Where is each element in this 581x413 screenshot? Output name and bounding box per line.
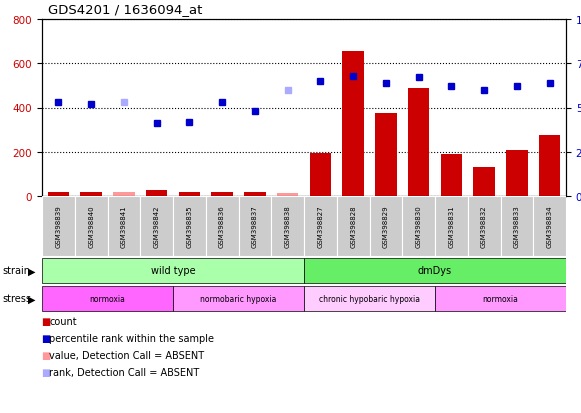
Bar bbox=[42, 197, 75, 256]
Text: GDS4201 / 1636094_at: GDS4201 / 1636094_at bbox=[48, 3, 202, 16]
Bar bbox=[370, 197, 402, 256]
Bar bbox=[402, 197, 435, 256]
Text: ■: ■ bbox=[41, 350, 50, 360]
Bar bbox=[468, 197, 500, 256]
Bar bbox=[441, 154, 462, 197]
Bar bbox=[474, 168, 495, 197]
Text: GSM398834: GSM398834 bbox=[547, 205, 553, 248]
Bar bbox=[337, 197, 370, 256]
Text: GSM398832: GSM398832 bbox=[481, 205, 487, 248]
Bar bbox=[408, 88, 429, 197]
Bar bbox=[500, 197, 533, 256]
Text: GSM398831: GSM398831 bbox=[449, 205, 454, 248]
Text: ▶: ▶ bbox=[28, 266, 35, 276]
Text: ■: ■ bbox=[41, 367, 50, 377]
Bar bbox=[140, 197, 173, 256]
Text: GSM398836: GSM398836 bbox=[219, 205, 225, 248]
Text: GSM398827: GSM398827 bbox=[317, 205, 324, 248]
Bar bbox=[75, 197, 107, 256]
Bar bbox=[304, 286, 435, 312]
Text: GSM398835: GSM398835 bbox=[187, 205, 192, 248]
Bar bbox=[206, 197, 238, 256]
Text: GSM398837: GSM398837 bbox=[252, 205, 258, 248]
Bar bbox=[435, 286, 566, 312]
Bar bbox=[211, 192, 233, 197]
Bar bbox=[310, 154, 331, 197]
Bar bbox=[81, 192, 102, 197]
Bar bbox=[304, 258, 566, 284]
Bar bbox=[304, 197, 337, 256]
Text: normobaric hypoxia: normobaric hypoxia bbox=[200, 294, 277, 303]
Bar bbox=[277, 193, 298, 197]
Text: GSM398830: GSM398830 bbox=[415, 205, 422, 248]
Bar bbox=[173, 286, 304, 312]
Text: stress: stress bbox=[3, 294, 32, 304]
Text: ▶: ▶ bbox=[28, 294, 35, 304]
Text: dmDys: dmDys bbox=[418, 266, 452, 276]
Bar bbox=[244, 192, 266, 197]
Bar bbox=[146, 190, 167, 197]
Bar bbox=[42, 286, 173, 312]
Text: count: count bbox=[49, 316, 77, 326]
Text: normoxia: normoxia bbox=[483, 294, 518, 303]
Text: chronic hypobaric hypoxia: chronic hypobaric hypoxia bbox=[319, 294, 420, 303]
Text: GSM398840: GSM398840 bbox=[88, 205, 94, 248]
Text: GSM398842: GSM398842 bbox=[153, 205, 160, 248]
Bar bbox=[271, 197, 304, 256]
Text: strain: strain bbox=[3, 266, 31, 276]
Bar bbox=[435, 197, 468, 256]
Text: GSM398829: GSM398829 bbox=[383, 205, 389, 248]
Text: GSM398838: GSM398838 bbox=[285, 205, 290, 248]
Text: rank, Detection Call = ABSENT: rank, Detection Call = ABSENT bbox=[49, 367, 200, 377]
Text: GSM398833: GSM398833 bbox=[514, 205, 520, 248]
Bar bbox=[42, 258, 304, 284]
Text: ■: ■ bbox=[41, 333, 50, 343]
Bar bbox=[173, 197, 206, 256]
Text: value, Detection Call = ABSENT: value, Detection Call = ABSENT bbox=[49, 350, 205, 360]
Bar bbox=[533, 197, 566, 256]
Text: percentile rank within the sample: percentile rank within the sample bbox=[49, 333, 214, 343]
Bar bbox=[342, 52, 364, 197]
Text: ■: ■ bbox=[41, 316, 50, 326]
Bar bbox=[539, 136, 560, 197]
Text: normoxia: normoxia bbox=[89, 294, 125, 303]
Bar bbox=[48, 192, 69, 197]
Text: GSM398839: GSM398839 bbox=[55, 205, 62, 248]
Bar bbox=[375, 114, 396, 197]
Text: GSM398828: GSM398828 bbox=[350, 205, 356, 248]
Text: wild type: wild type bbox=[150, 266, 195, 276]
Bar bbox=[107, 197, 140, 256]
Bar bbox=[238, 197, 271, 256]
Bar bbox=[506, 150, 528, 197]
Bar bbox=[113, 192, 135, 197]
Bar bbox=[179, 192, 200, 197]
Text: GSM398841: GSM398841 bbox=[121, 205, 127, 248]
